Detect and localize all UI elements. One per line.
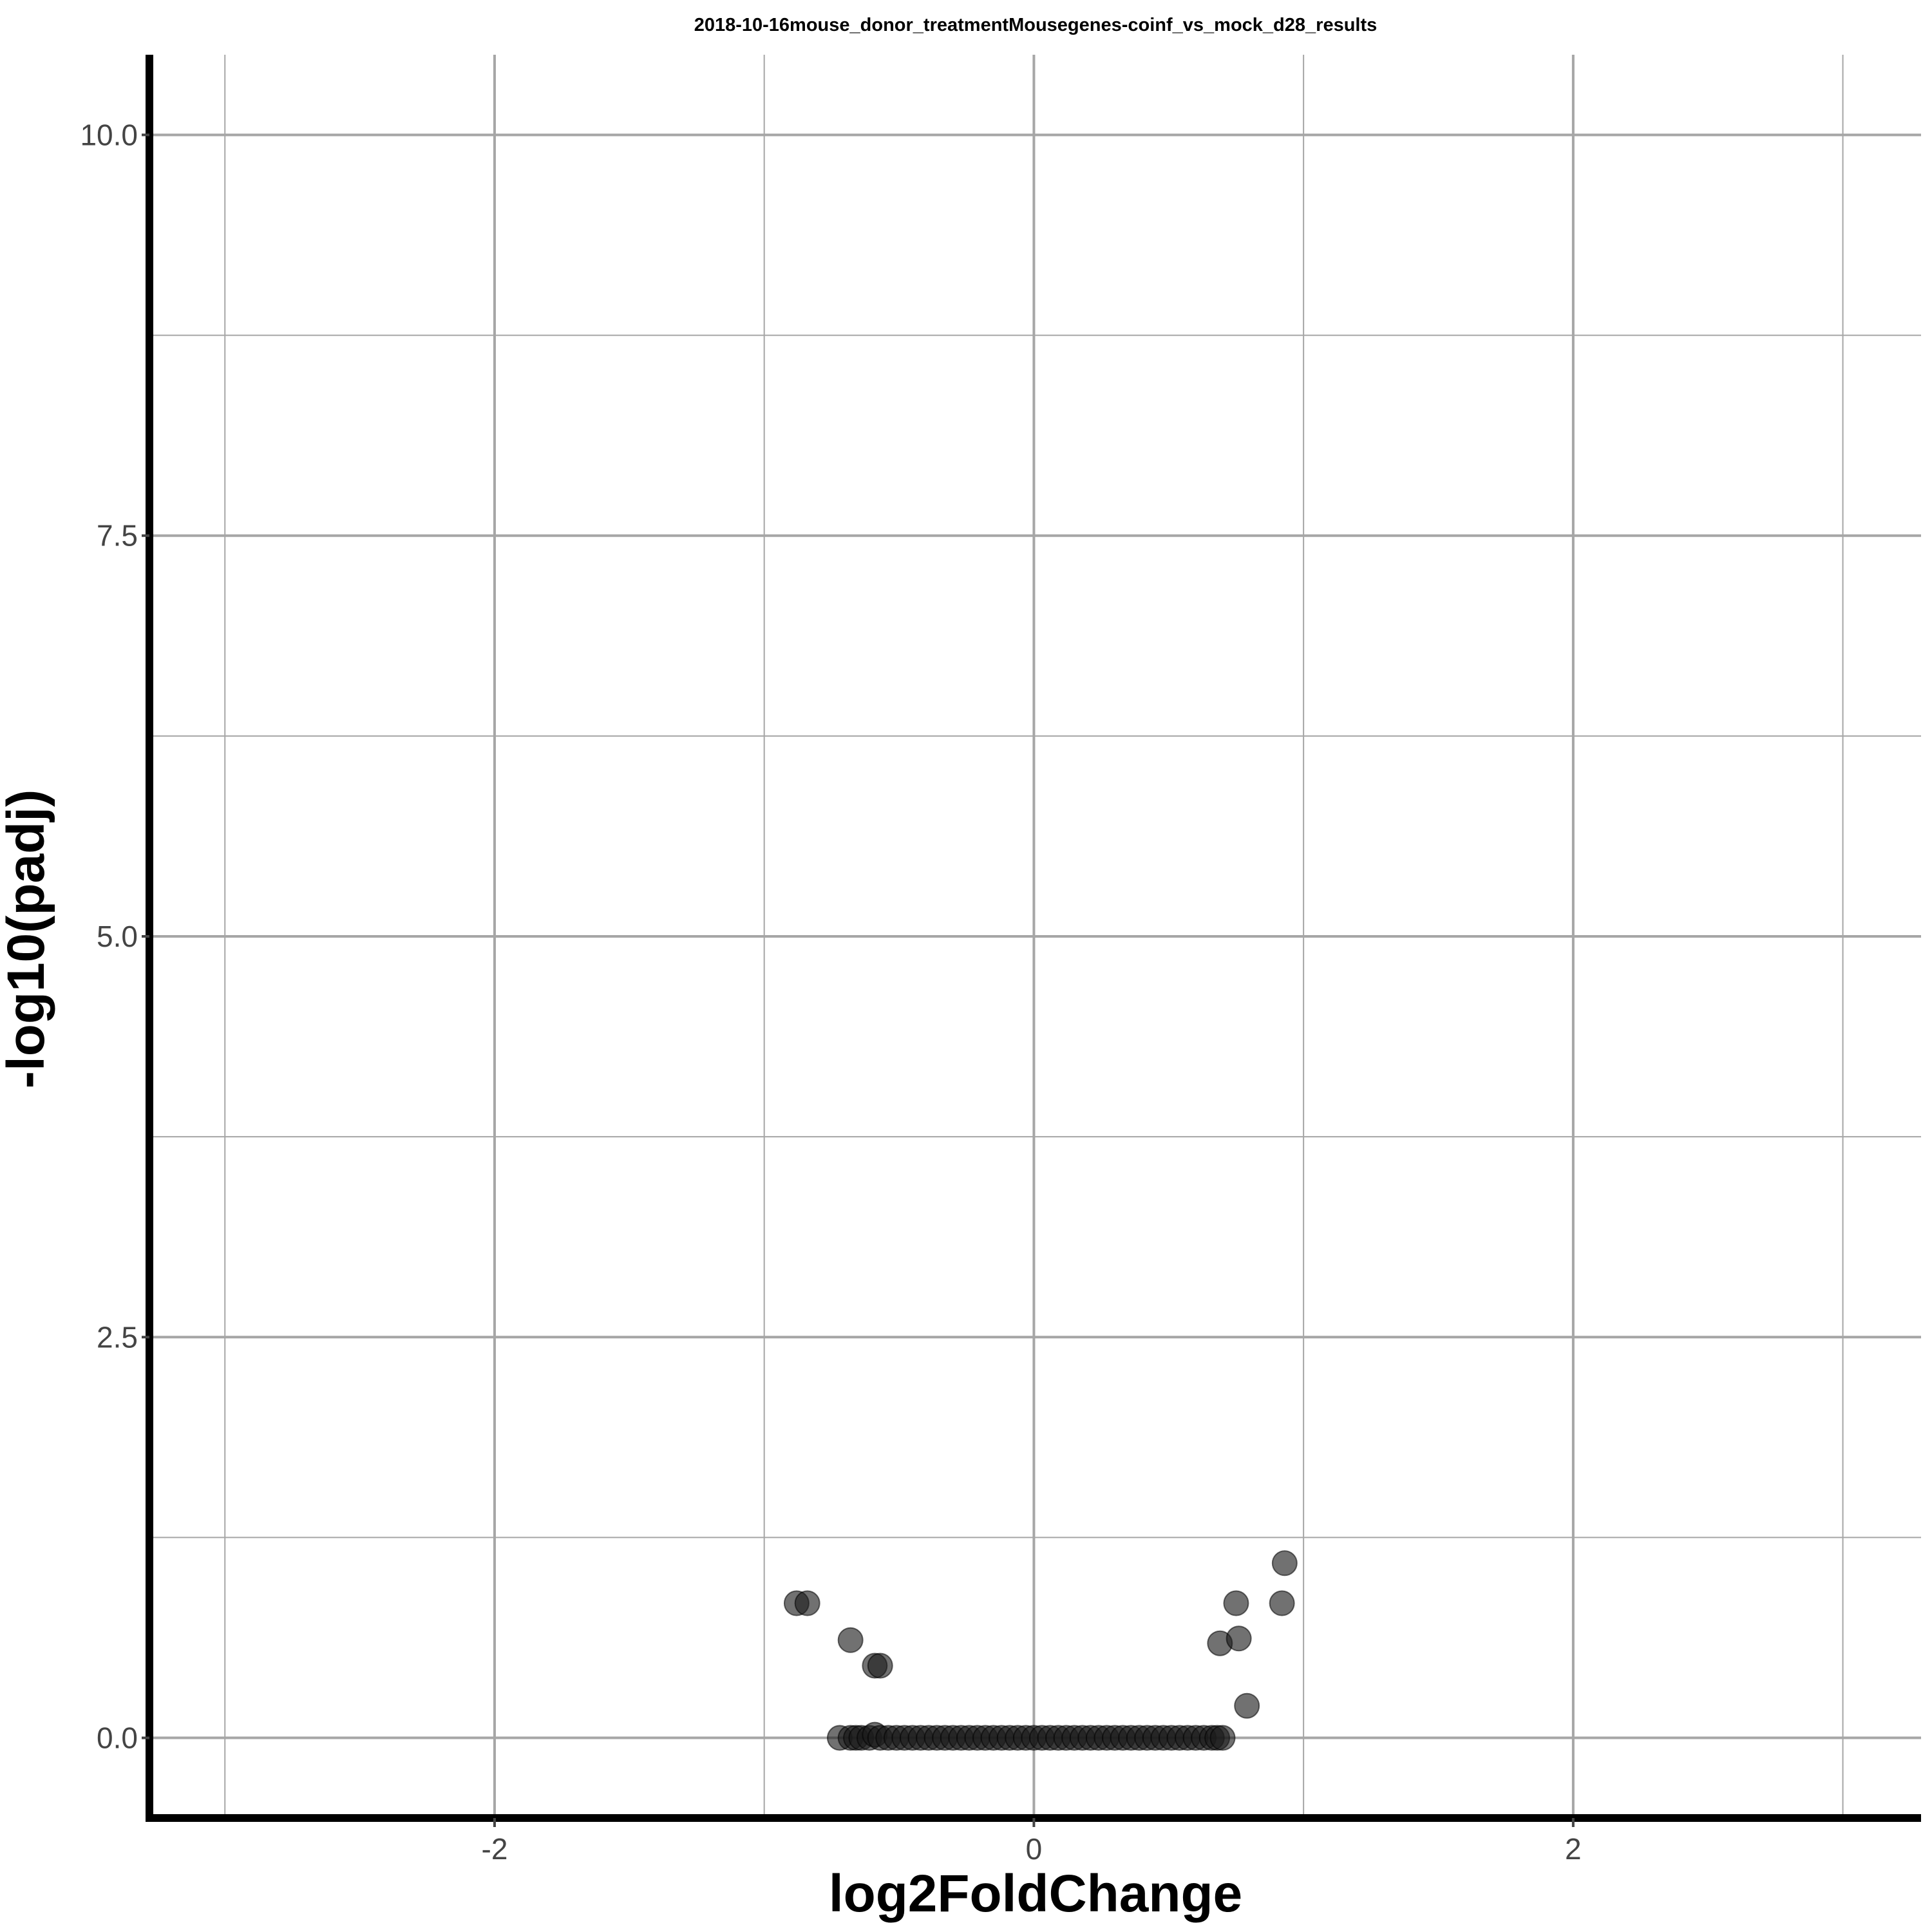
data-point — [837, 1627, 864, 1653]
x-tick-label: 0 — [1026, 1832, 1043, 1866]
y-tick-label: 5.0 — [97, 920, 138, 953]
grid-lines — [149, 55, 1921, 1818]
data-point — [1269, 1590, 1295, 1616]
y-tick-label: 10.0 — [80, 118, 138, 151]
data-point — [794, 1590, 820, 1616]
chart-title: 2018-10-16mouse_donor_treatmentMousegene… — [694, 15, 1378, 35]
data-point — [867, 1653, 893, 1679]
data-points — [783, 1550, 1298, 1751]
data-point — [1223, 1590, 1249, 1616]
data-point — [1234, 1692, 1260, 1719]
tick-labels: 0.0 2.5 5.0 7.5 10.0 -2 0 2 — [80, 118, 1581, 1866]
y-tick-label: 2.5 — [97, 1320, 138, 1354]
y-tick-label: 0.0 — [97, 1721, 138, 1755]
data-point — [1226, 1625, 1252, 1652]
x-tick-label: 2 — [1565, 1832, 1582, 1866]
data-point — [1271, 1550, 1298, 1577]
x-tick-label: -2 — [482, 1832, 508, 1866]
x-axis-label: log2FoldChange — [829, 1864, 1242, 1923]
data-point — [1209, 1725, 1236, 1751]
y-axis-label: -log10(padj) — [0, 790, 55, 1089]
y-tick-label: 7.5 — [97, 519, 138, 553]
